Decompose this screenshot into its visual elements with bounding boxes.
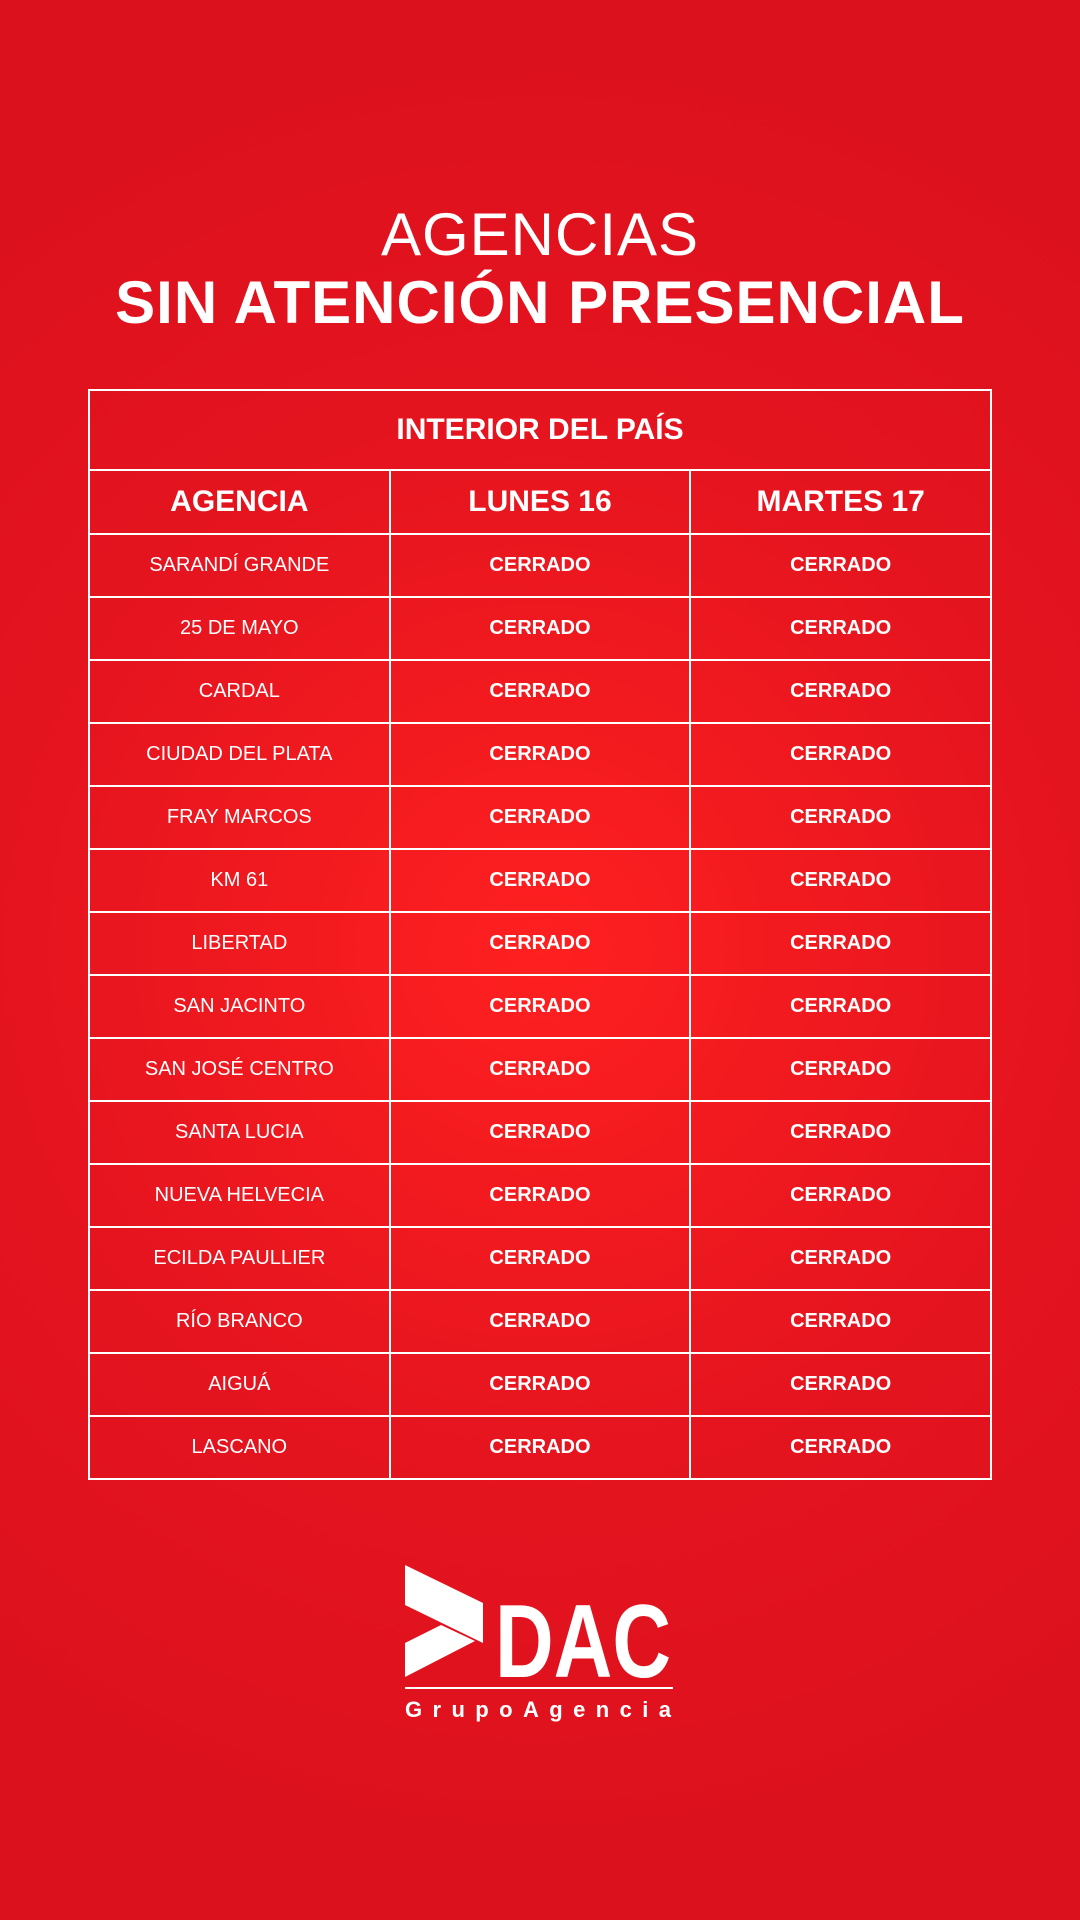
status-martes: CERRADO	[689, 533, 992, 598]
table-row: CIUDAD DEL PLATA CERRADO CERRADO	[88, 722, 992, 787]
status-lunes: CERRADO	[388, 1100, 692, 1165]
agency-name: 25 DE MAYO	[88, 596, 391, 661]
status-martes: CERRADO	[689, 1100, 992, 1165]
status-martes: CERRADO	[689, 911, 992, 976]
table-row: CARDAL CERRADO CERRADO	[88, 659, 992, 724]
agency-name: SAN JACINTO	[88, 974, 391, 1039]
region-header: INTERIOR DEL PAÍS	[88, 389, 992, 471]
agency-name: AIGUÁ	[88, 1352, 391, 1417]
status-martes: CERRADO	[689, 1163, 992, 1228]
status-lunes: CERRADO	[388, 1226, 692, 1291]
status-martes: CERRADO	[689, 722, 992, 787]
agency-name: RÍO BRANCO	[88, 1289, 391, 1354]
status-lunes: CERRADO	[388, 596, 692, 661]
table-row: 25 DE MAYO CERRADO CERRADO	[88, 596, 992, 661]
status-martes: CERRADO	[689, 1037, 992, 1102]
logo-arrow-bottom	[405, 1625, 475, 1677]
table-row: RÍO BRANCO CERRADO CERRADO	[88, 1289, 992, 1354]
status-martes: CERRADO	[689, 596, 992, 661]
status-martes: CERRADO	[689, 1289, 992, 1354]
table-row: AIGUÁ CERRADO CERRADO	[88, 1352, 992, 1417]
logo-arrow-top	[405, 1565, 483, 1643]
agency-name: LASCANO	[88, 1415, 391, 1480]
logo-rule	[405, 1687, 673, 1689]
status-lunes: CERRADO	[388, 974, 692, 1039]
agency-name: CIUDAD DEL PLATA	[88, 722, 391, 787]
status-martes: CERRADO	[689, 1415, 992, 1480]
status-lunes: CERRADO	[388, 1289, 692, 1354]
column-header-martes: MARTES 17	[689, 469, 992, 535]
logo-wordmark: DAC	[495, 1584, 671, 1700]
status-lunes: CERRADO	[388, 1415, 692, 1480]
dac-logo: DAC GrupoAgencia	[405, 1565, 673, 1722]
table-row: NUEVA HELVECIA CERRADO CERRADO	[88, 1163, 992, 1228]
logo-tagline: GrupoAgencia	[405, 1697, 672, 1722]
status-lunes: CERRADO	[388, 848, 692, 913]
status-lunes: CERRADO	[388, 911, 692, 976]
status-lunes: CERRADO	[388, 1352, 692, 1417]
agency-name: FRAY MARCOS	[88, 785, 391, 850]
status-lunes: CERRADO	[388, 1163, 692, 1228]
agency-name: SANTA LUCIA	[88, 1100, 391, 1165]
status-lunes: CERRADO	[388, 1037, 692, 1102]
table-row: FRAY MARCOS CERRADO CERRADO	[88, 785, 992, 850]
agency-name: ECILDA PAULLIER	[88, 1226, 391, 1291]
table-row: LASCANO CERRADO CERRADO	[88, 1415, 992, 1480]
table-row: SAN JACINTO CERRADO CERRADO	[88, 974, 992, 1039]
table-row: SANTA LUCIA CERRADO CERRADO	[88, 1100, 992, 1165]
status-martes: CERRADO	[689, 974, 992, 1039]
status-lunes: CERRADO	[388, 785, 692, 850]
agency-name: SAN JOSÉ CENTRO	[88, 1037, 391, 1102]
status-lunes: CERRADO	[388, 722, 692, 787]
status-martes: CERRADO	[689, 1352, 992, 1417]
table-row: SARANDÍ GRANDE CERRADO CERRADO	[88, 533, 992, 598]
status-martes: CERRADO	[689, 785, 992, 850]
column-header-lunes: LUNES 16	[388, 469, 692, 535]
agency-name: NUEVA HELVECIA	[88, 1163, 391, 1228]
agency-name: KM 61	[88, 848, 391, 913]
table-row: ECILDA PAULLIER CERRADO CERRADO	[88, 1226, 992, 1291]
status-martes: CERRADO	[689, 659, 992, 724]
table-row: LIBERTAD CERRADO CERRADO	[88, 911, 992, 976]
column-header-agencia: AGENCIA	[88, 469, 391, 535]
agency-name: LIBERTAD	[88, 911, 391, 976]
status-lunes: CERRADO	[388, 533, 692, 598]
table-row: KM 61 CERRADO CERRADO	[88, 848, 992, 913]
agencies-table: INTERIOR DEL PAÍS AGENCIA LUNES 16 MARTE…	[88, 389, 992, 1480]
title-line-1: AGENCIAS	[380, 201, 700, 268]
agency-name: CARDAL	[88, 659, 391, 724]
table-row: SAN JOSÉ CENTRO CERRADO CERRADO	[88, 1037, 992, 1102]
status-lunes: CERRADO	[388, 659, 692, 724]
agency-name: SARANDÍ GRANDE	[88, 533, 391, 598]
status-martes: CERRADO	[689, 1226, 992, 1291]
title-line-2: SIN ATENCIÓN PRESENCIAL	[115, 269, 965, 336]
status-martes: CERRADO	[689, 848, 992, 913]
